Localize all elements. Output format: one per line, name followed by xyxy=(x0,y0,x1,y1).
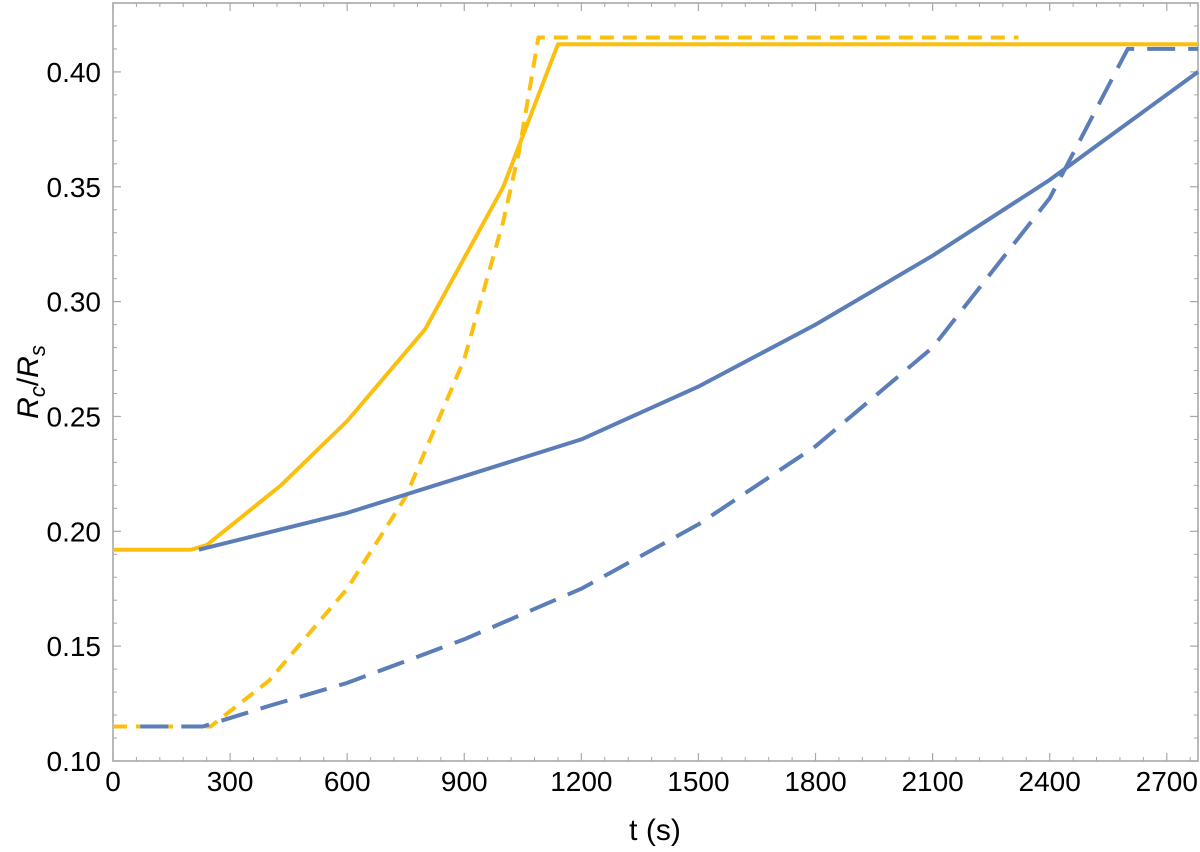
x-tick-label: 0 xyxy=(105,766,121,797)
y-label-r1: R xyxy=(12,397,45,419)
x-tick-label: 1800 xyxy=(784,766,846,797)
gold-solid-series-line xyxy=(113,42,1198,552)
y-tick-label: 0.30 xyxy=(47,287,102,318)
y-label-slash: / xyxy=(12,377,45,386)
x-axis-label: t (s) xyxy=(629,814,681,847)
x-tick-label: 300 xyxy=(207,766,254,797)
blue-solid-series-line xyxy=(198,70,1200,552)
x-tick-label: 1500 xyxy=(667,766,729,797)
plot-frame xyxy=(112,2,1199,762)
y-label-sub2: s xyxy=(25,345,50,356)
x-tick-label: 2100 xyxy=(901,766,963,797)
x-tick-label: 900 xyxy=(441,766,488,797)
x-tick-label: 1200 xyxy=(550,766,612,797)
x-tick-label: 600 xyxy=(324,766,371,797)
x-tick-label: 2700 xyxy=(1136,766,1198,797)
y-tick-label: 0.10 xyxy=(47,746,102,777)
blue-longdash-series-line xyxy=(140,46,1198,729)
y-label-r2: R xyxy=(12,356,45,378)
y-tick-label: 0.25 xyxy=(47,401,102,432)
tick-labels: 0 300 600 900 1200 1500 1800 2100 2400 2700 0.10 0.… xyxy=(47,57,1198,797)
y-tick-label: 0.15 xyxy=(47,631,102,662)
y-label-sub1: c xyxy=(25,386,50,397)
axis-ticks xyxy=(112,3,1198,762)
x-tick-label: 2400 xyxy=(1019,766,1081,797)
y-tick-label: 0.40 xyxy=(47,57,102,88)
y-axis-label: Rc/Rs xyxy=(12,345,50,419)
gold-dashed-series-line xyxy=(113,35,1019,729)
series-layer xyxy=(113,35,1200,729)
y-tick-label: 0.35 xyxy=(47,172,102,203)
y-tick-label: 0.20 xyxy=(47,516,102,547)
